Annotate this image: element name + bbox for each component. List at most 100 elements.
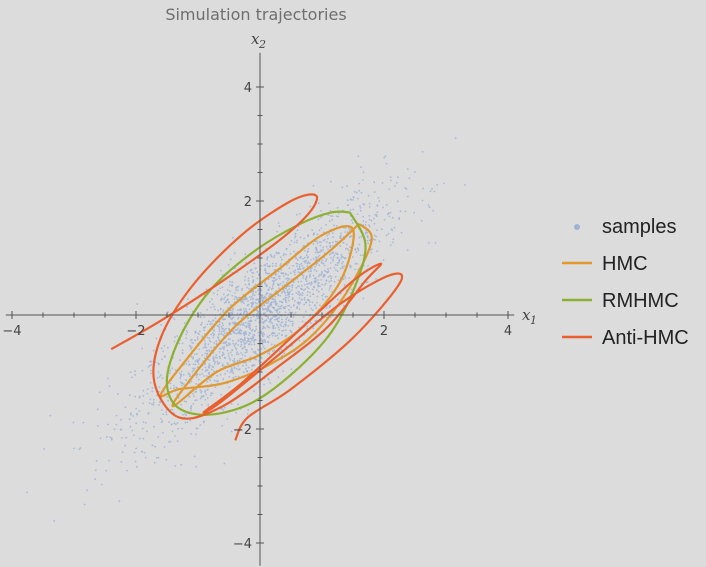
sample-point: [310, 282, 313, 285]
sample-point: [283, 253, 285, 255]
sample-point: [220, 330, 223, 333]
sample-point: [364, 224, 367, 226]
sample-point: [159, 401, 162, 404]
sample-point: [203, 363, 206, 366]
sample-point: [277, 270, 280, 273]
sample-point: [359, 205, 361, 207]
sample-point: [271, 306, 274, 309]
sample-point: [223, 328, 226, 331]
sample-point: [387, 212, 390, 215]
sample-point: [201, 368, 204, 371]
sample-point: [185, 337, 188, 339]
sample-point: [327, 214, 330, 217]
sample-point: [274, 301, 277, 304]
sample-point: [238, 359, 241, 362]
sample-point: [332, 260, 334, 262]
sample-point: [204, 391, 206, 393]
sample-point: [217, 309, 220, 312]
sample-point: [43, 448, 46, 450]
sample-point: [233, 345, 236, 347]
sample-point: [359, 209, 362, 212]
sample-point: [180, 374, 183, 376]
sample-point: [245, 298, 247, 301]
sample-point: [200, 395, 203, 398]
sample-point: [190, 346, 193, 349]
sample-point: [220, 269, 222, 272]
sample-point: [344, 277, 347, 279]
sample-point: [368, 218, 371, 221]
sample-point: [210, 392, 213, 394]
sample-point: [307, 261, 310, 264]
sample-point: [153, 425, 155, 428]
sample-point: [131, 429, 134, 432]
sample-point: [218, 323, 221, 326]
sample-point: [298, 265, 301, 268]
sample-point: [269, 382, 272, 384]
sample-point: [244, 275, 247, 278]
sample-point: [293, 241, 296, 244]
sample-point: [323, 274, 325, 277]
sample-point: [382, 206, 384, 209]
sample-point: [327, 237, 329, 240]
sample-point: [288, 308, 290, 311]
sample-point: [223, 346, 226, 348]
sample-point: [282, 298, 285, 301]
sample-point: [194, 363, 197, 366]
sample-point: [249, 298, 252, 301]
sample-point: [254, 350, 257, 353]
sample-point: [298, 303, 301, 305]
sample-point: [257, 289, 259, 292]
sample-point: [206, 397, 209, 399]
sample-point: [194, 391, 197, 393]
sample-point: [157, 436, 160, 438]
sample-point: [274, 318, 276, 321]
sample-point: [163, 446, 166, 448]
sample-point: [199, 312, 202, 314]
sample-point: [324, 260, 327, 262]
sample-point: [289, 243, 291, 246]
sample-point: [244, 355, 246, 357]
sample-point: [272, 331, 274, 334]
sample-point: [226, 298, 229, 301]
sample-point: [134, 460, 137, 463]
sample-point: [242, 339, 245, 342]
sample-point: [110, 438, 113, 441]
sample-point: [246, 370, 249, 373]
sample-point: [288, 267, 291, 270]
sample-point: [368, 214, 371, 217]
sample-point: [332, 258, 334, 261]
sample-point: [194, 331, 197, 334]
sample-point: [304, 283, 306, 286]
sample-point: [352, 196, 355, 199]
sample-point: [165, 458, 168, 461]
sample-point: [413, 211, 416, 214]
sample-point: [245, 326, 247, 328]
sample-point: [268, 334, 271, 337]
legend-label-samples: samples: [602, 216, 676, 238]
sample-point: [148, 402, 151, 404]
sample-point: [278, 316, 281, 319]
sample-point: [278, 252, 280, 255]
sample-point: [233, 366, 236, 369]
sample-point: [207, 343, 210, 346]
sample-point: [181, 427, 184, 430]
sample-point: [268, 320, 271, 323]
sample-point: [83, 503, 86, 506]
sample-point: [204, 398, 207, 401]
sample-point: [157, 371, 160, 373]
sample-point: [368, 202, 371, 205]
sample-point: [312, 257, 315, 260]
sample-point: [231, 294, 234, 297]
sample-point: [224, 296, 227, 299]
sample-point: [278, 287, 280, 290]
sample-point: [279, 305, 282, 308]
sample-point: [234, 328, 237, 331]
sample-point: [322, 248, 324, 251]
sample-point: [253, 343, 256, 346]
sample-point: [53, 520, 56, 522]
sample-point: [436, 183, 439, 186]
sample-point: [367, 264, 369, 267]
sample-point: [286, 248, 288, 250]
sample-point: [342, 278, 345, 281]
sample-point: [269, 293, 272, 296]
